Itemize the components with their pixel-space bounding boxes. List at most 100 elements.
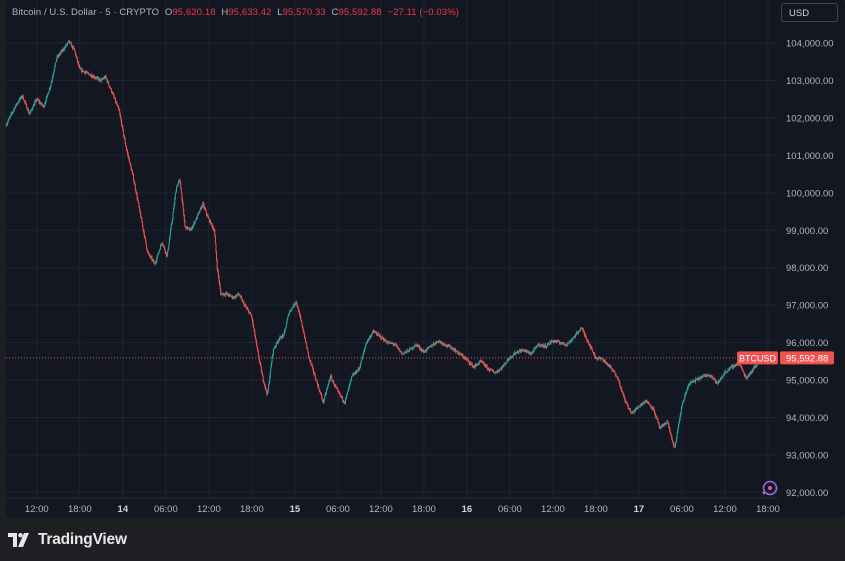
- candle-body: [432, 345, 434, 347]
- candle-body: [204, 207, 206, 209]
- candle-body: [354, 373, 356, 375]
- candle-body: [183, 208, 185, 216]
- candle-body: [298, 311, 300, 313]
- candle-body: [436, 340, 438, 342]
- candle-body: [391, 343, 393, 344]
- candle-body: [372, 331, 374, 332]
- candle-body: [656, 418, 658, 420]
- candle-body: [420, 348, 422, 350]
- candle-body: [296, 301, 298, 305]
- candle-body: [687, 386, 689, 389]
- candle-body: [269, 376, 271, 383]
- candle-body: [50, 83, 52, 87]
- candle-body: [726, 371, 728, 373]
- candle-body: [155, 262, 157, 264]
- candle-body: [66, 43, 68, 45]
- candle-body: [511, 355, 513, 358]
- currency-button[interactable]: USD: [781, 3, 838, 22]
- candle-body: [202, 202, 204, 205]
- time-axis[interactable]: 12:00 18:00 14 06:00 12:00 18:00 15 06:00 12:00 1…: [25, 504, 780, 515]
- candle-body: [10, 113, 12, 116]
- candle-body: [536, 345, 538, 347]
- candle-body: [274, 346, 276, 348]
- candle-body: [334, 384, 336, 387]
- candle-body: [624, 398, 626, 402]
- symbol-title[interactable]: Bitcoin / U.S. Dollar · 5 · CRYPTO: [12, 7, 160, 18]
- candle-body: [638, 406, 640, 408]
- symbol-tag-label: BTCUSD: [739, 353, 777, 363]
- candle-body: [380, 336, 382, 339]
- candle-body: [522, 349, 524, 351]
- chart-panel[interactable]: [6, 0, 845, 518]
- candle-body: [259, 361, 261, 364]
- close-label: C: [331, 7, 339, 18]
- candle-body: [292, 306, 294, 308]
- candle-body: [625, 401, 627, 403]
- candle-body: [38, 100, 40, 103]
- candle-body: [352, 374, 354, 376]
- candle-body: [63, 48, 65, 50]
- candle-body: [354, 371, 356, 374]
- reset-chart-icon[interactable]: [762, 480, 778, 496]
- candle-body: [693, 381, 695, 382]
- candle-body: [419, 348, 421, 350]
- candle-body: [422, 350, 424, 352]
- candle-body: [527, 351, 529, 353]
- candle-body: [686, 388, 688, 391]
- candle-body: [652, 407, 654, 409]
- candle-body: [150, 256, 152, 258]
- candle-body: [101, 78, 103, 80]
- candle-body: [474, 364, 476, 368]
- candle-body: [257, 348, 259, 352]
- candle-body: [367, 339, 369, 341]
- candle-body: [557, 340, 559, 342]
- candle-body: [389, 342, 391, 344]
- candle-body: [728, 368, 730, 370]
- candle-body: [371, 331, 373, 334]
- candle-body: [60, 51, 62, 53]
- candle-body: [119, 111, 121, 115]
- time-tick-label: 06:00: [498, 504, 522, 515]
- candle-body: [630, 409, 632, 412]
- candle-body: [38, 100, 40, 102]
- candle-body: [244, 305, 246, 307]
- candle-body: [116, 102, 118, 105]
- candle-body: [391, 343, 393, 344]
- candle-body: [223, 293, 225, 295]
- candle-body: [631, 411, 633, 414]
- candle-body: [49, 88, 51, 90]
- candle-body: [343, 402, 345, 404]
- candle-body: [158, 252, 160, 255]
- candle-body: [602, 359, 604, 361]
- candle-body: [248, 312, 250, 314]
- candle-body: [612, 369, 614, 372]
- candle-body: [564, 344, 566, 346]
- candle-body: [156, 257, 158, 261]
- candle-body: [262, 376, 264, 381]
- candle-body: [668, 423, 670, 428]
- candle-body: [651, 405, 653, 409]
- candle-body: [263, 380, 265, 383]
- candle-body: [333, 383, 335, 386]
- candle-body: [567, 343, 569, 345]
- candle-body: [569, 341, 571, 343]
- candle-body: [676, 433, 678, 439]
- candle-body: [639, 405, 641, 407]
- candle-body: [299, 312, 301, 315]
- candle-body: [39, 102, 41, 105]
- candle-body: [302, 325, 304, 329]
- candle-body: [466, 359, 468, 361]
- candle-body: [8, 117, 10, 119]
- candle-body: [289, 310, 291, 313]
- candle-body: [648, 403, 650, 405]
- candle-body: [556, 340, 558, 342]
- candle-body: [344, 402, 346, 404]
- candle-body: [283, 332, 285, 337]
- candle-body: [469, 363, 471, 365]
- candle-body: [219, 281, 221, 285]
- candle-body: [195, 220, 197, 222]
- price-axis[interactable]: 92,000.00 93,000.00 94,000.00 95,000.00 96,0…: [786, 39, 834, 499]
- candle-body: [631, 413, 633, 415]
- tradingview-logo[interactable]: TradingView: [8, 531, 127, 549]
